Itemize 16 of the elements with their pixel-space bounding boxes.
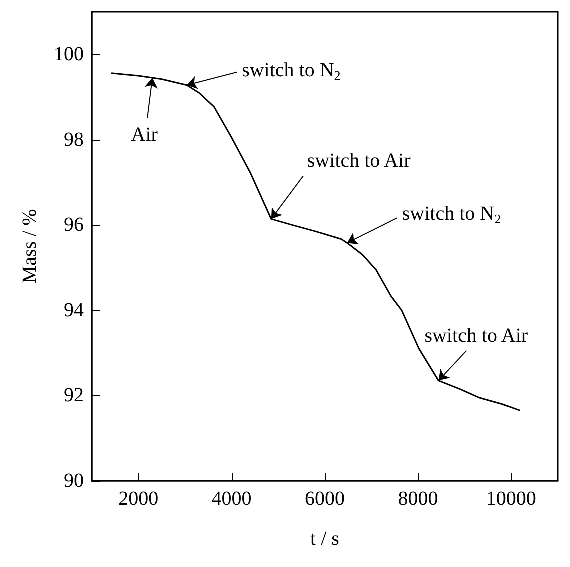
annotation: Air [131,124,158,146]
annotation: switch to Air [307,150,412,172]
y-tick-label: 94 [64,299,84,322]
y-tick-label: 98 [64,128,84,151]
x-tick-label: 4000 [212,488,252,510]
y-tick-label: 100 [54,44,84,66]
y-tick-label: 90 [64,470,84,492]
x-tick-label: 10000 [486,488,536,510]
x-tick-label: 2000 [118,488,159,510]
y-tick-label: 92 [64,384,84,407]
y-axis-title: Mass / % [19,209,41,284]
x-axis-title: t / s [310,528,340,550]
annotation: switch to Air [424,324,528,347]
x-tick-label: 6000 [305,488,345,510]
x-tick-label: 8000 [398,488,438,510]
y-tick-label: 96 [64,214,84,236]
